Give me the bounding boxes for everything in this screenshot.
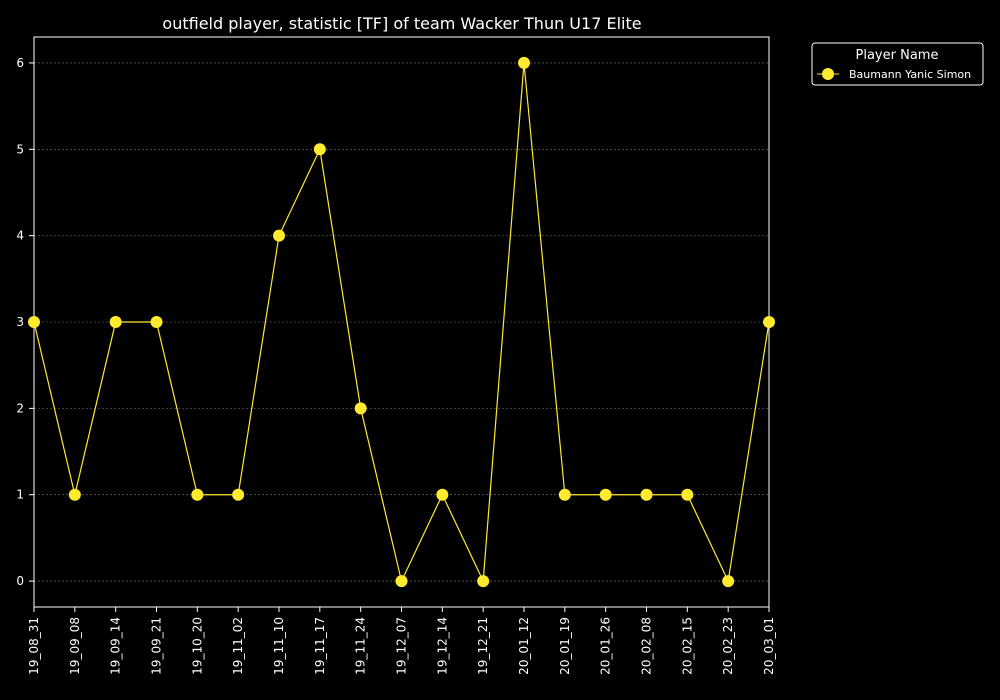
data-point xyxy=(640,488,653,501)
legend: Player Name Baumann Yanic Simon xyxy=(811,42,984,86)
series-layer xyxy=(28,56,775,588)
y-tick-label: 4 xyxy=(16,229,24,243)
x-tick-label: 19_09_08 xyxy=(68,617,82,675)
data-point xyxy=(354,402,367,415)
x-tick-label: 20_02_08 xyxy=(640,617,654,675)
x-tick-label: 20_02_15 xyxy=(680,617,694,675)
data-point xyxy=(722,575,735,588)
x-tick-label: 19_11_02 xyxy=(231,617,245,675)
y-tick-label: 6 xyxy=(16,56,24,70)
data-point xyxy=(109,316,122,328)
data-point xyxy=(518,56,530,69)
data-point xyxy=(28,316,40,328)
data-point xyxy=(681,488,694,501)
x-tick-label: 19_11_10 xyxy=(272,617,286,675)
data-point xyxy=(150,316,163,328)
x-tick-label: 19_12_07 xyxy=(395,617,409,675)
data-point xyxy=(191,488,204,501)
x-tick-label: 19_10_20 xyxy=(190,617,204,675)
data-point xyxy=(599,488,612,501)
y-tick-label: 3 xyxy=(16,315,24,329)
x-tick-label: 19_11_24 xyxy=(354,617,368,675)
data-point xyxy=(558,488,571,501)
x-tick-label: 20_01_26 xyxy=(599,617,613,675)
x-tick-label: 19_12_14 xyxy=(435,617,449,675)
data-point xyxy=(477,575,490,588)
x-tick-label: 19_09_14 xyxy=(109,617,123,675)
data-point xyxy=(763,316,775,328)
x-tick-label: 20_02_23 xyxy=(721,617,735,675)
data-point xyxy=(313,143,326,156)
chart-title: outfield player, statistic [TF] of team … xyxy=(162,14,641,33)
axes: 0 1 2 3 4 5 6 19_08_31 19_09_08 19_09_14 19_09_21 1… xyxy=(16,56,776,675)
legend-box xyxy=(811,42,984,86)
data-point xyxy=(436,488,449,501)
x-tick-label: 19_08_31 xyxy=(27,617,41,675)
x-tick-label: 20_03_01 xyxy=(762,617,776,675)
legend-marker xyxy=(822,68,834,80)
x-tick-label: 20_01_12 xyxy=(517,617,531,675)
x-tick-label: 20_01_19 xyxy=(558,617,572,675)
data-point xyxy=(273,229,285,242)
x-tick-label: 19_11_17 xyxy=(313,617,327,675)
y-tick-label: 1 xyxy=(16,488,24,502)
y-tick-label: 0 xyxy=(16,574,24,588)
x-tick-label: 19_09_21 xyxy=(150,617,164,675)
data-point xyxy=(68,488,81,501)
y-tick-label: 2 xyxy=(16,401,24,415)
y-tick-label: 5 xyxy=(16,142,24,156)
data-point xyxy=(232,488,245,501)
legend-title: Player Name xyxy=(856,48,939,63)
legend-label: Baumann Yanic Simon xyxy=(849,68,971,81)
data-point xyxy=(395,575,408,588)
x-tick-label: 19_12_21 xyxy=(476,617,490,675)
